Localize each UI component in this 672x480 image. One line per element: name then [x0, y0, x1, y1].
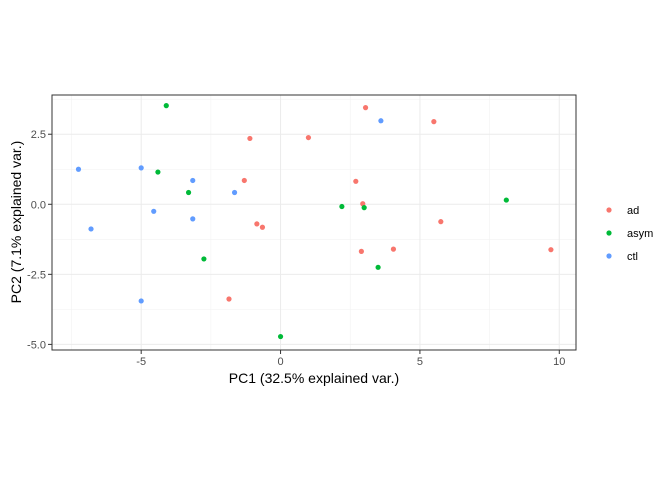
data-point-ad	[353, 178, 359, 184]
data-point-asym	[155, 169, 161, 175]
panel-border	[51, 94, 577, 351]
legend-key-ctl	[606, 253, 612, 259]
data-points	[75, 103, 554, 340]
data-point-asym	[201, 256, 207, 262]
data-point-ctl	[190, 177, 196, 184]
data-point-ctl	[88, 226, 94, 232]
y-tick-label: -5.0	[27, 339, 46, 351]
data-point-ctl	[138, 165, 144, 171]
y-tick-label: -2.5	[27, 269, 46, 281]
y-tick-label: 2.5	[31, 129, 46, 141]
data-point-ad	[438, 219, 444, 225]
data-point-ad	[259, 224, 266, 230]
data-point-ctl	[190, 216, 196, 222]
legend: ad asym ctl	[606, 205, 653, 263]
panel-background	[52, 95, 576, 350]
data-point-ad	[254, 221, 260, 227]
data-point-ad	[362, 105, 369, 111]
legend-key-ad	[606, 207, 612, 213]
data-point-ad	[226, 296, 232, 302]
y-axis-title: PC2 (7.1% explained var.)	[8, 141, 24, 304]
data-point-ad	[358, 248, 364, 254]
legend-key-asym	[606, 230, 612, 236]
data-point-asym	[163, 103, 169, 109]
data-point-ad	[431, 119, 437, 125]
legend-label-asym: asym	[627, 228, 653, 240]
data-point-ad	[241, 177, 247, 184]
data-point-ctl	[151, 208, 157, 214]
x-tick-label: 10	[553, 356, 565, 368]
data-point-asym	[277, 333, 284, 340]
data-point-ad	[548, 247, 554, 253]
data-point-ad	[390, 246, 397, 252]
x-tick-label: 5	[417, 356, 423, 368]
legend-label-ad: ad	[627, 205, 639, 217]
legend-label-ctl: ctl	[627, 251, 638, 263]
data-point-asym	[185, 189, 192, 196]
y-axis: 2.5 0.0 -2.5 -5.0	[27, 129, 52, 351]
data-point-asym	[503, 197, 509, 203]
data-point-ctl	[75, 166, 82, 172]
data-point-asym	[375, 264, 381, 270]
data-point-ctl	[138, 298, 144, 304]
data-point-ad	[305, 134, 312, 141]
x-axis: -5 0 5 10	[136, 350, 565, 368]
x-tick-label: -5	[136, 356, 146, 368]
data-point-asym	[361, 205, 367, 211]
data-point-ad	[247, 135, 253, 142]
gridlines	[52, 95, 576, 350]
data-point-ad	[360, 201, 366, 207]
y-tick-label: 0.0	[31, 199, 46, 211]
data-point-ctl	[231, 189, 238, 196]
data-point-asym	[339, 203, 345, 210]
x-axis-title: PC1 (32.5% explained var.)	[229, 370, 399, 386]
data-point-ctl	[378, 118, 384, 124]
x-tick-label: 0	[277, 356, 283, 368]
